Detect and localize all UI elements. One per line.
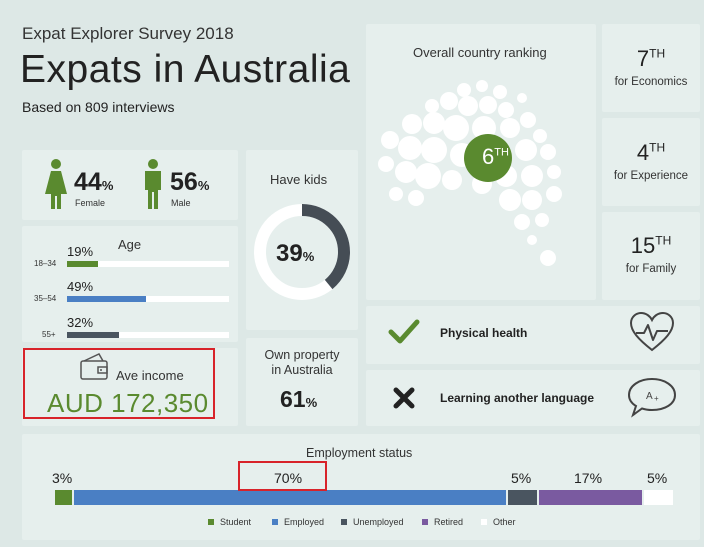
employment-bar xyxy=(55,490,675,505)
age-title: Age xyxy=(118,237,142,252)
employment-segment-student xyxy=(55,490,72,505)
legend-swatch xyxy=(272,519,278,525)
male-percent: 56% xyxy=(170,168,210,196)
page-title: Expats in Australia xyxy=(20,48,351,91)
age-panel xyxy=(22,226,238,342)
feature-health-label: Physical health xyxy=(440,326,528,340)
rank-family-label: for Family xyxy=(625,263,677,275)
employment-title: Employment status xyxy=(306,446,413,460)
australia-bubble-map xyxy=(378,80,562,266)
rank-badge-text: 6TH xyxy=(482,144,509,169)
male-icon xyxy=(145,159,161,209)
employment-pct-student: 3% xyxy=(52,470,73,486)
legend-student: Student xyxy=(208,517,251,527)
age-bar-35-54 xyxy=(67,296,146,302)
feature-language-label: Learning another language xyxy=(440,391,595,405)
age-pct-55-plus: 32% xyxy=(67,315,94,330)
age-bar-track xyxy=(67,332,229,338)
kids-donut xyxy=(254,204,350,300)
rank-badge xyxy=(464,134,512,182)
age-bar-55-plus xyxy=(67,332,119,338)
age-range-18-34: 18–34 xyxy=(34,259,57,268)
legend-unemployed: Unemployed xyxy=(341,517,404,527)
kids-title: Have kids xyxy=(270,172,328,187)
employment-segment-other xyxy=(644,490,673,505)
highlight-box-employed xyxy=(238,461,327,491)
employment-pct-retired: 17% xyxy=(574,470,603,486)
rank-economics-panel xyxy=(602,24,700,112)
age-range-55-plus: 55+ xyxy=(42,330,56,339)
age-bar-track xyxy=(67,261,229,267)
employment-pct-employed: 70% xyxy=(274,470,303,486)
employment-segment-retired xyxy=(539,490,642,505)
age-bar-track xyxy=(67,296,229,302)
male-label: Male xyxy=(171,198,191,208)
svg-text:+: + xyxy=(654,394,659,403)
property-panel xyxy=(246,338,358,426)
female-percent: 44% xyxy=(74,168,114,196)
rank-family-panel xyxy=(602,212,700,300)
age-range-35-54: 35–54 xyxy=(34,294,57,303)
age-pct-35-54: 49% xyxy=(67,279,94,294)
rank-experience-panel xyxy=(602,118,700,206)
employment-pct-other: 5% xyxy=(647,470,668,486)
employment-segment-unemployed xyxy=(508,490,537,505)
rank-family-number: 15TH xyxy=(630,233,672,258)
svg-text:A: A xyxy=(646,391,653,402)
legend-retired: Retired xyxy=(422,517,463,527)
legend-swatch xyxy=(481,519,487,525)
check-icon xyxy=(388,319,420,344)
speech-bubble-icon: A + xyxy=(627,377,677,418)
kids-value: 39% xyxy=(276,240,315,267)
donut-arc xyxy=(254,204,350,300)
legend-swatch xyxy=(208,519,214,525)
income-panel xyxy=(22,348,238,426)
wallet-icon xyxy=(80,353,108,380)
income-value: AUD 172,350 xyxy=(47,388,209,418)
rank-experience-number: 4TH xyxy=(636,140,666,165)
heart-pulse-icon xyxy=(629,311,675,352)
legend-employed: Employed xyxy=(272,517,324,527)
cross-icon xyxy=(393,387,415,409)
income-label: Ave income xyxy=(116,368,184,383)
legend-swatch xyxy=(341,519,347,525)
legend-swatch xyxy=(422,519,428,525)
age-bar-18-34 xyxy=(67,261,98,267)
highlight-box-income xyxy=(23,348,215,419)
female-icon xyxy=(45,159,67,209)
employment-segment-employed xyxy=(74,490,506,505)
page-subtitle: Based on 809 interviews xyxy=(22,99,175,115)
ranking-title: Overall country ranking xyxy=(413,45,547,60)
employment-panel xyxy=(22,434,700,540)
legend-other: Other xyxy=(481,517,516,527)
rank-economics-label: for Economics xyxy=(614,76,688,88)
property-title: Own property in Australia xyxy=(264,348,340,377)
rank-economics-number: 7TH xyxy=(636,46,666,71)
age-pct-18-34: 19% xyxy=(67,244,94,259)
survey-name: Expat Explorer Survey 2018 xyxy=(22,24,234,43)
health-panel xyxy=(366,306,700,364)
female-label: Female xyxy=(75,198,106,208)
employment-pct-unemployed: 5% xyxy=(511,470,532,486)
property-value: 61% xyxy=(280,386,318,412)
rank-experience-label: for Experience xyxy=(613,170,689,182)
